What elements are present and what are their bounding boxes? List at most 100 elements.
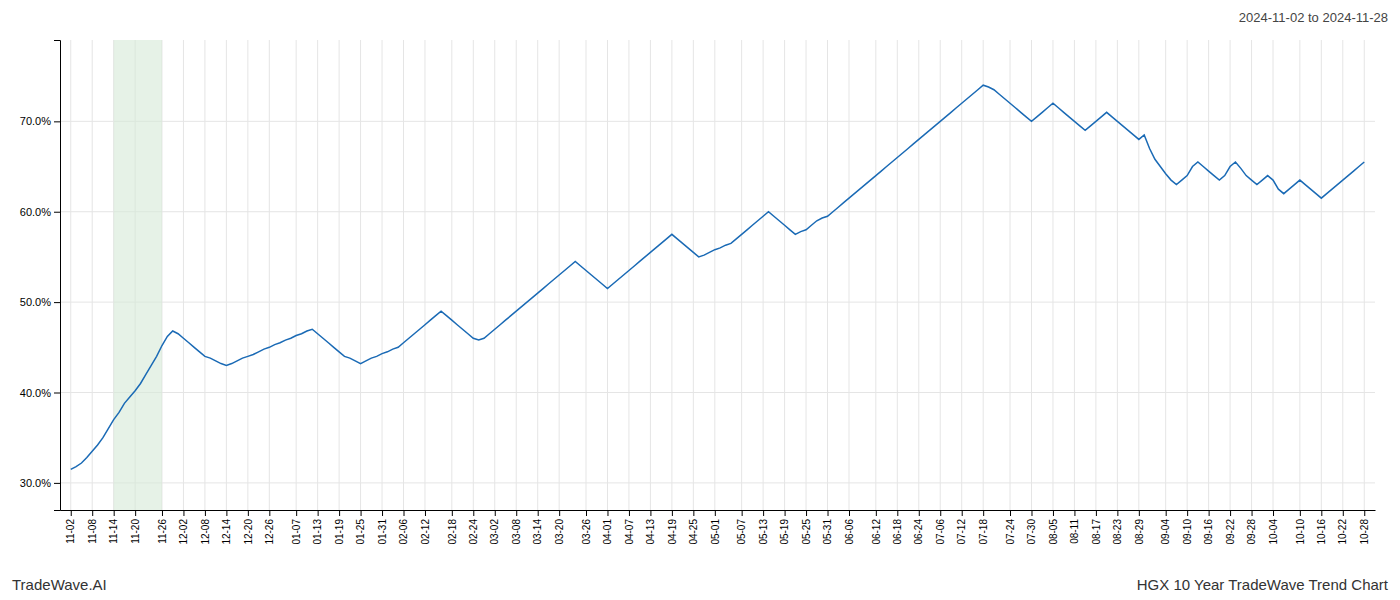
grid-line-x bbox=[940, 40, 941, 510]
grid-line-y bbox=[60, 302, 1375, 303]
x-tick: 09-10 bbox=[1182, 510, 1193, 545]
x-tick: 03-14 bbox=[532, 510, 543, 545]
x-tick-mark bbox=[1187, 510, 1188, 516]
x-tick: 05-19 bbox=[779, 510, 790, 545]
grid-line-x bbox=[714, 40, 715, 510]
x-tick-mark bbox=[296, 510, 297, 516]
x-tick-mark bbox=[538, 510, 539, 516]
x-tick-label: 04-25 bbox=[688, 519, 699, 545]
y-tick-label: 40.0% bbox=[20, 387, 51, 399]
x-tick: 05-25 bbox=[801, 510, 812, 545]
x-tick-mark bbox=[495, 510, 496, 516]
x-tick: 02-24 bbox=[468, 510, 479, 545]
grid-line-x bbox=[1138, 40, 1139, 510]
y-tick-label: 30.0% bbox=[20, 477, 51, 489]
x-tick: 02-12 bbox=[420, 510, 431, 545]
x-tick-label: 12-02 bbox=[178, 519, 189, 545]
x-tick-mark bbox=[1096, 510, 1097, 516]
y-tick: 30.0% bbox=[20, 477, 60, 489]
x-tick-label: 03-02 bbox=[489, 519, 500, 545]
x-tick: 01-31 bbox=[377, 510, 388, 545]
x-tick-label: 09-04 bbox=[1160, 519, 1171, 545]
grid-line-x bbox=[1074, 40, 1075, 510]
grid-line-y bbox=[60, 211, 1375, 212]
x-tick-label: 08-17 bbox=[1091, 519, 1102, 545]
x-tick-label: 07-18 bbox=[978, 519, 989, 545]
x-tick-label: 05-13 bbox=[758, 519, 769, 545]
x-tick: 05-31 bbox=[822, 510, 833, 545]
x-tick-label: 10-10 bbox=[1295, 519, 1306, 545]
x-tick-mark bbox=[1273, 510, 1274, 516]
chart: 11-0211-0811-1411-2011-2612-0212-0812-14… bbox=[0, 0, 1400, 600]
x-tick-label: 12-20 bbox=[243, 519, 254, 545]
grid-line-x bbox=[537, 40, 538, 510]
grid-line-y bbox=[60, 121, 1375, 122]
x-tick: 10-22 bbox=[1337, 510, 1348, 545]
x-axis-line bbox=[61, 510, 1376, 511]
grid-line-x bbox=[741, 40, 742, 510]
y-tick-mark bbox=[54, 212, 60, 213]
x-tick: 05-13 bbox=[758, 510, 769, 545]
y-tick-label: 60.0% bbox=[20, 206, 51, 218]
x-tick-mark bbox=[404, 510, 405, 516]
grid-line-x bbox=[875, 40, 876, 510]
x-tick: 02-18 bbox=[447, 510, 458, 545]
x-tick-label: 07-30 bbox=[1026, 519, 1037, 545]
x-tick-label: 10-16 bbox=[1316, 519, 1327, 545]
grid-line-x bbox=[628, 40, 629, 510]
grid-line-x bbox=[247, 40, 248, 510]
x-tick-label: 01-31 bbox=[377, 519, 388, 545]
y-axis-line bbox=[54, 41, 61, 511]
x-tick: 11-20 bbox=[130, 510, 141, 544]
x-tick: 06-06 bbox=[844, 510, 855, 545]
grid-line-x bbox=[1031, 40, 1032, 510]
x-tick-label: 02-24 bbox=[468, 519, 479, 545]
x-tick-mark bbox=[828, 510, 829, 516]
x-tick-label: 11-02 bbox=[65, 519, 76, 544]
x-tick: 12-08 bbox=[200, 510, 211, 545]
x-tick-label: 12-26 bbox=[264, 519, 275, 545]
x-tick-mark bbox=[1074, 510, 1075, 516]
x-tick: 04-07 bbox=[624, 510, 635, 545]
grid-line-x bbox=[424, 40, 425, 510]
x-tick: 03-20 bbox=[554, 510, 565, 545]
y-tick: 70.0% bbox=[20, 115, 60, 127]
x-tick-label: 12-14 bbox=[221, 519, 232, 545]
x-tick: 10-04 bbox=[1268, 510, 1279, 545]
x-tick-label: 02-12 bbox=[420, 519, 431, 545]
x-tick: 04-19 bbox=[667, 510, 678, 545]
x-tick: 11-02 bbox=[65, 510, 76, 544]
grid-line-x bbox=[317, 40, 318, 510]
x-tick-mark bbox=[1300, 510, 1301, 516]
grid-line-x bbox=[961, 40, 962, 510]
grid-line-x bbox=[1321, 40, 1322, 510]
x-tick: 10-28 bbox=[1359, 510, 1370, 545]
grid-line-x bbox=[1117, 40, 1118, 510]
x-tick-mark bbox=[607, 510, 608, 516]
x-tick-mark bbox=[1053, 510, 1054, 516]
plot-area bbox=[71, 40, 1365, 510]
x-tick: 11-14 bbox=[108, 510, 119, 544]
x-tick-label: 03-08 bbox=[511, 519, 522, 545]
x-tick: 12-14 bbox=[221, 510, 232, 545]
x-tick-label: 05-01 bbox=[710, 519, 721, 545]
grid-line-x bbox=[494, 40, 495, 510]
grid-line-y bbox=[60, 392, 1375, 393]
x-tick-label: 10-22 bbox=[1337, 519, 1348, 545]
grid-line-x bbox=[269, 40, 270, 510]
x-tick: 01-07 bbox=[291, 510, 302, 545]
x-tick-mark bbox=[162, 510, 163, 516]
x-tick-label: 04-13 bbox=[645, 519, 656, 545]
grid-line-x bbox=[1299, 40, 1300, 510]
x-tick: 07-18 bbox=[978, 510, 989, 545]
grid-line-x bbox=[204, 40, 205, 510]
grid-line-x bbox=[1208, 40, 1209, 510]
grid-line-y bbox=[60, 482, 1375, 483]
x-tick-mark bbox=[452, 510, 453, 516]
x-tick-mark bbox=[1117, 510, 1118, 516]
y-tick-label: 50.0% bbox=[20, 296, 51, 308]
x-tick: 06-12 bbox=[871, 510, 882, 545]
x-tick: 06-18 bbox=[892, 510, 903, 545]
x-tick-label: 01-25 bbox=[355, 519, 366, 545]
x-tick-label: 08-05 bbox=[1048, 519, 1059, 545]
